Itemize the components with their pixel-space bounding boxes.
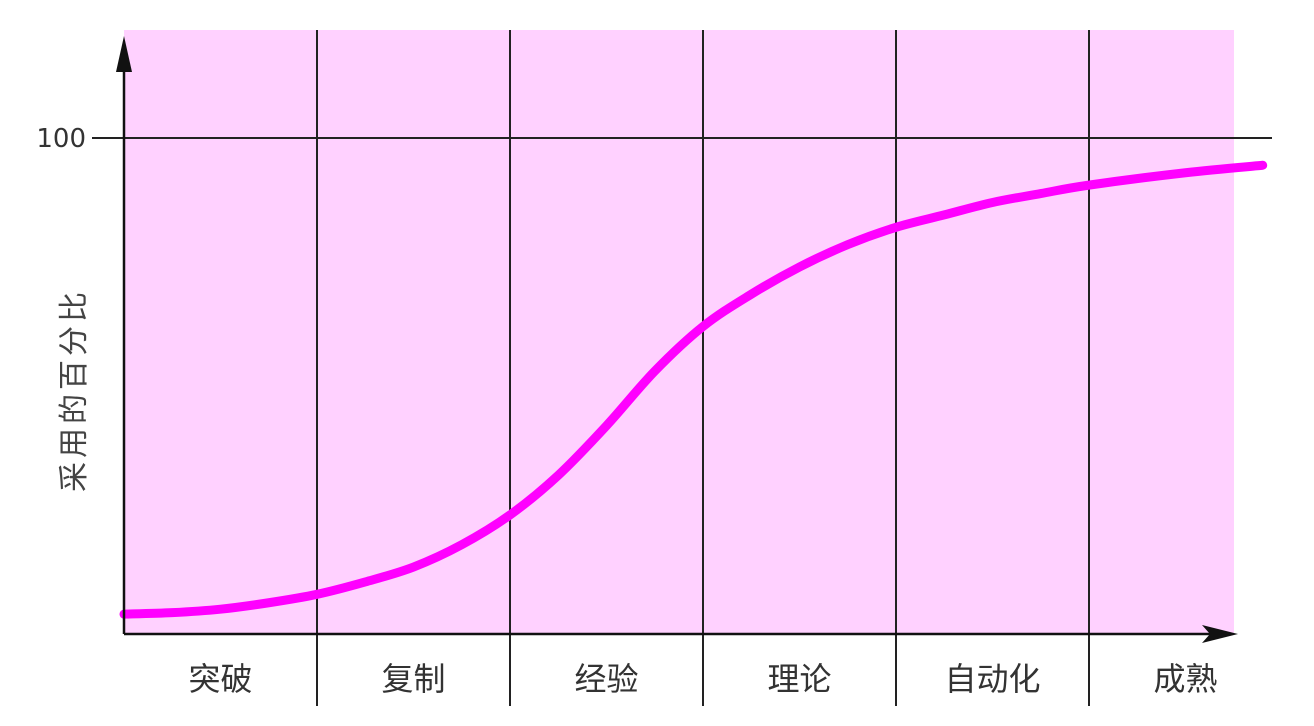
stage-label: 成熟: [1153, 660, 1217, 698]
stage-label: 自动化: [944, 660, 1040, 698]
stage-label: 复制: [381, 660, 445, 698]
x-axis-arrow: [1202, 625, 1238, 643]
adoption-curve: [119, 160, 1268, 619]
y-tick-100: 100: [36, 124, 86, 154]
y-axis-label: 采用的百分比: [57, 288, 92, 492]
y-axis-arrow: [116, 36, 132, 72]
stage-label: 理论: [767, 660, 831, 698]
plot-background: [124, 30, 1234, 634]
stage-label: 突破: [188, 660, 252, 698]
stage-label: 经验: [574, 660, 638, 698]
stage-labels: 突破 复制 经验 理论 自动化 成熟: [188, 660, 1217, 698]
